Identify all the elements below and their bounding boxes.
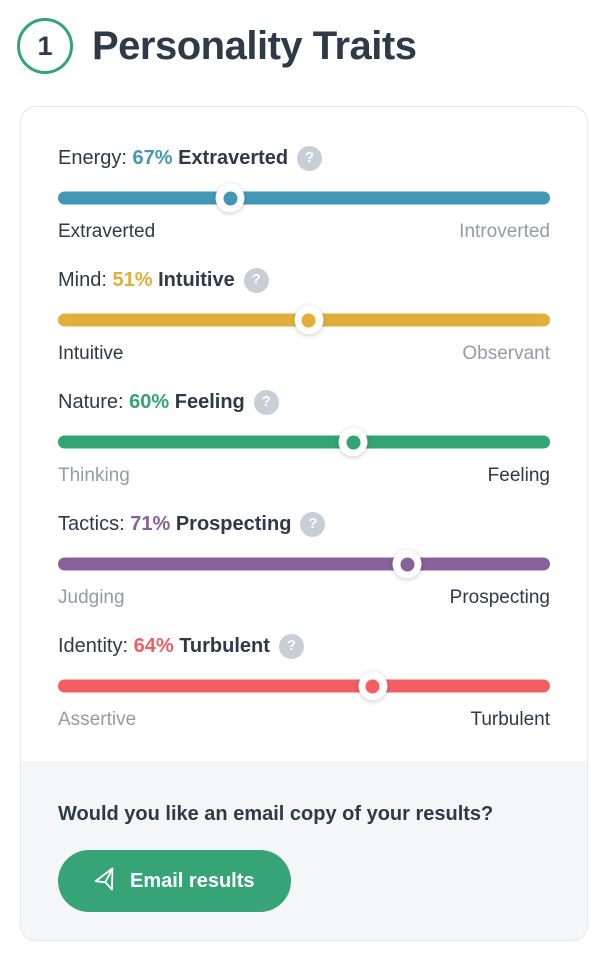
scale-right-label: Feeling: [487, 465, 550, 486]
help-icon[interactable]: ?: [300, 511, 326, 537]
trait-slider: [58, 671, 550, 701]
scale-right-label: Turbulent: [470, 709, 550, 730]
trait-slider-bar: [58, 191, 550, 205]
paper-plane-icon: [94, 867, 118, 893]
trait-scale-labels: Extraverted Introverted: [58, 221, 550, 243]
scale-left-label: Extraverted: [58, 221, 156, 242]
trait-name: Energy:: [58, 147, 133, 169]
scale-right-label: Introverted: [459, 221, 550, 242]
help-icon[interactable]: ?: [278, 633, 304, 659]
trait-slider-knob[interactable]: [358, 671, 388, 701]
scale-right-label: Observant: [462, 343, 550, 364]
trait-dominant-label: Intuitive: [158, 269, 235, 291]
trait-title: Tactics: 71% Prospecting ?: [58, 511, 550, 537]
trait-row: Energy: 67% Extraverted ? Extraverted In…: [58, 145, 550, 243]
trait-dominant-label: Extraverted: [178, 147, 289, 169]
trait-slider: [58, 427, 550, 457]
trait-slider-bar: [58, 435, 550, 449]
trait-percentage: 71%: [130, 513, 176, 535]
trait-slider-knob[interactable]: [294, 305, 324, 335]
trait-slider-knob[interactable]: [392, 549, 422, 579]
trait-scale-labels: Intuitive Observant: [58, 343, 550, 365]
trait-row: Identity: 64% Turbulent ? Assertive Turb…: [58, 633, 550, 731]
personality-traits-card: Energy: 67% Extraverted ? Extraverted In…: [20, 106, 588, 941]
trait-name: Tactics:: [58, 513, 131, 535]
trait-title: Mind: 51% Intuitive ?: [58, 267, 550, 293]
scale-right-label: Prospecting: [449, 587, 550, 608]
trait-slider-bar: [58, 557, 550, 571]
trait-name: Identity:: [58, 635, 134, 657]
scale-left-label: Thinking: [58, 465, 130, 486]
help-icon[interactable]: ?: [253, 389, 279, 415]
trait-dominant-label: Turbulent: [179, 635, 270, 657]
trait-row: Tactics: 71% Prospecting ? Judging Prosp…: [58, 511, 550, 609]
traits-list: Energy: 67% Extraverted ? Extraverted In…: [21, 107, 587, 761]
scale-left-label: Judging: [58, 587, 125, 608]
trait-slider-knob[interactable]: [215, 183, 245, 213]
trait-dominant-label: Feeling: [174, 391, 245, 413]
trait-percentage: 67%: [132, 147, 179, 169]
trait-percentage: 64%: [133, 635, 180, 657]
trait-title: Identity: 64% Turbulent ?: [58, 633, 550, 659]
trait-title: Energy: 67% Extraverted ?: [58, 145, 550, 171]
help-icon[interactable]: ?: [297, 145, 323, 171]
trait-row: Nature: 60% Feeling ? Thinking Feeling: [58, 389, 550, 487]
step-number-badge: 1: [17, 18, 73, 74]
email-results-button[interactable]: Email results: [58, 850, 291, 912]
trait-slider-bar: [58, 679, 550, 693]
step-number: 1: [37, 30, 53, 61]
trait-percentage: 51%: [112, 269, 159, 291]
trait-percentage: 60%: [129, 391, 175, 413]
help-icon[interactable]: ?: [243, 267, 269, 293]
trait-row: Mind: 51% Intuitive ? Intuitive Observan…: [58, 267, 550, 365]
email-prompt-text: Would you like an email copy of your res…: [58, 803, 494, 825]
email-footer: Would you like an email copy of your res…: [21, 761, 587, 940]
trait-slider: [58, 549, 550, 579]
scale-left-label: Intuitive: [58, 343, 124, 364]
trait-scale-labels: Thinking Feeling: [58, 465, 550, 487]
email-results-label: Email results: [130, 869, 255, 892]
scale-left-label: Assertive: [58, 709, 137, 730]
trait-slider: [58, 305, 550, 335]
page-title: Personality Traits: [92, 23, 417, 68]
trait-slider: [58, 183, 550, 213]
trait-dominant-label: Prospecting: [175, 513, 292, 535]
trait-name: Mind:: [58, 269, 113, 291]
trait-scale-labels: Assertive Turbulent: [58, 709, 550, 731]
trait-slider-knob[interactable]: [338, 427, 368, 457]
page-header: 1 Personality Traits: [0, 0, 607, 74]
trait-name: Nature:: [58, 391, 130, 413]
trait-scale-labels: Judging Prospecting: [58, 587, 550, 609]
trait-title: Nature: 60% Feeling ?: [58, 389, 550, 415]
